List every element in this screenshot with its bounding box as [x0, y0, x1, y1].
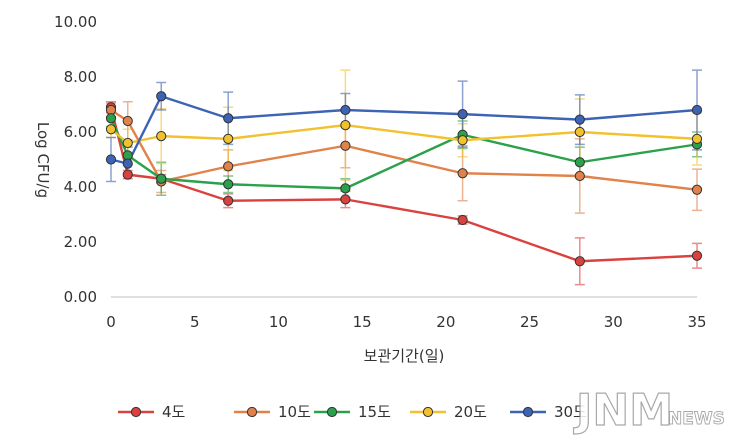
data-point	[457, 109, 468, 120]
data-point	[340, 120, 351, 131]
data-point	[223, 133, 234, 144]
data-point	[122, 137, 133, 149]
data-point	[574, 170, 585, 182]
y-tick-label: 8.00	[64, 68, 97, 86]
y-tick-label: 2.00	[64, 233, 97, 251]
x-tick-label: 0	[106, 313, 116, 331]
y-axis-title-text: Log CFU/g	[34, 122, 52, 198]
legend-item: 4도	[118, 403, 186, 421]
legend-marker	[522, 406, 534, 418]
data-point	[340, 140, 351, 151]
data-point	[340, 183, 351, 194]
error-bars	[106, 69, 702, 286]
legend-marker	[422, 406, 434, 418]
data-point	[122, 115, 133, 127]
series-line	[110, 95, 698, 165]
legend-item: 30도	[510, 403, 587, 421]
y-axis-title: Log CFU/g	[34, 122, 52, 198]
data-point	[574, 126, 585, 138]
legend-label: 15도	[358, 403, 391, 421]
legend-label: 30도	[554, 403, 587, 421]
data-point	[223, 161, 234, 172]
series-line	[110, 108, 698, 191]
series-line	[109, 117, 698, 190]
legend-item: 20도	[410, 403, 487, 421]
x-tick-label: 25	[520, 313, 539, 331]
data-point	[223, 179, 234, 190]
data-point	[156, 131, 167, 142]
watermark-sub-text: NEWS	[668, 409, 725, 429]
data-point	[156, 173, 167, 184]
data-point	[340, 194, 351, 205]
legend-label: 20도	[454, 403, 487, 421]
series-line	[109, 106, 698, 263]
x-tick-label: 30	[604, 313, 623, 331]
x-tick-label: 35	[687, 313, 706, 331]
data-point	[223, 113, 234, 124]
axes: 0.00 2.00 4.00 6.00 8.00 10.00 0 5 10 15 20 25 30 35	[54, 13, 707, 331]
data-point	[122, 169, 133, 180]
series-lines	[109, 95, 698, 263]
data-point	[691, 184, 703, 195]
legend-marker	[326, 406, 338, 418]
x-axis-title: 보관기간(일)	[364, 347, 445, 365]
watermark-logo: JNM NEWS	[572, 384, 725, 436]
data-point	[691, 104, 703, 116]
data-point	[574, 256, 585, 267]
legend-item: 10도	[234, 403, 311, 421]
data-points	[105, 91, 703, 267]
data-point	[457, 135, 468, 146]
data-point	[574, 114, 585, 125]
legend-label: 10도	[278, 403, 311, 421]
data-point	[574, 157, 585, 168]
y-tick-label: 4.00	[64, 178, 97, 196]
data-point	[691, 250, 703, 261]
y-tick-label: 6.00	[64, 123, 97, 141]
data-point	[105, 124, 117, 135]
legend-label: 4도	[162, 403, 186, 421]
watermark-main-text: JNM	[573, 385, 673, 436]
data-point	[223, 195, 234, 206]
data-point	[457, 214, 468, 226]
legend: 4도 10도 15도 20도 30도	[118, 403, 587, 421]
data-point	[105, 113, 117, 124]
x-tick-label: 15	[353, 313, 372, 331]
data-point	[457, 168, 468, 179]
data-point	[156, 91, 167, 102]
data-point	[105, 154, 117, 165]
data-point	[122, 158, 133, 169]
series-line	[110, 123, 698, 145]
legend-marker	[130, 406, 142, 418]
data-point	[691, 133, 703, 144]
legend-marker	[246, 406, 258, 418]
x-tick-label: 20	[436, 313, 455, 331]
x-tick-label: 5	[190, 313, 200, 331]
data-point	[340, 104, 351, 116]
y-tick-label: 0.00	[64, 288, 97, 306]
y-tick-label: 10.00	[54, 13, 97, 31]
legend-item: 15도	[314, 403, 391, 421]
x-tick-label: 10	[269, 313, 288, 331]
